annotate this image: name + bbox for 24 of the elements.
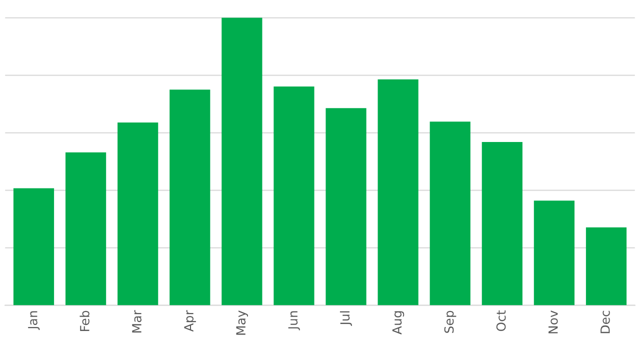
x-tick-label: Apr bbox=[184, 310, 196, 332]
x-tick-label: Feb bbox=[80, 310, 90, 332]
x-tick-label: Jun bbox=[288, 311, 300, 330]
x-tick-label: Sep bbox=[444, 310, 456, 333]
bar bbox=[430, 122, 470, 306]
x-tick-label: Aug bbox=[392, 311, 404, 334]
x-tick-label: May bbox=[236, 310, 248, 335]
x-tick-label: Dec bbox=[600, 310, 610, 334]
x-tick-label: Nov bbox=[548, 310, 558, 334]
bar bbox=[118, 122, 158, 306]
bar bbox=[326, 108, 366, 306]
bar bbox=[13, 188, 54, 306]
x-tick-label: Oct bbox=[496, 310, 506, 332]
bar bbox=[378, 79, 418, 306]
x-tick-label: Jul bbox=[340, 311, 352, 326]
bar bbox=[222, 18, 262, 306]
bar bbox=[482, 142, 522, 306]
x-tick-label: Mar bbox=[132, 310, 142, 332]
bar bbox=[170, 90, 210, 306]
bar bbox=[586, 227, 627, 306]
bar bbox=[65, 152, 106, 306]
bar bbox=[274, 86, 314, 306]
bar bbox=[534, 200, 575, 306]
x-tick-label: Jan bbox=[28, 311, 40, 330]
